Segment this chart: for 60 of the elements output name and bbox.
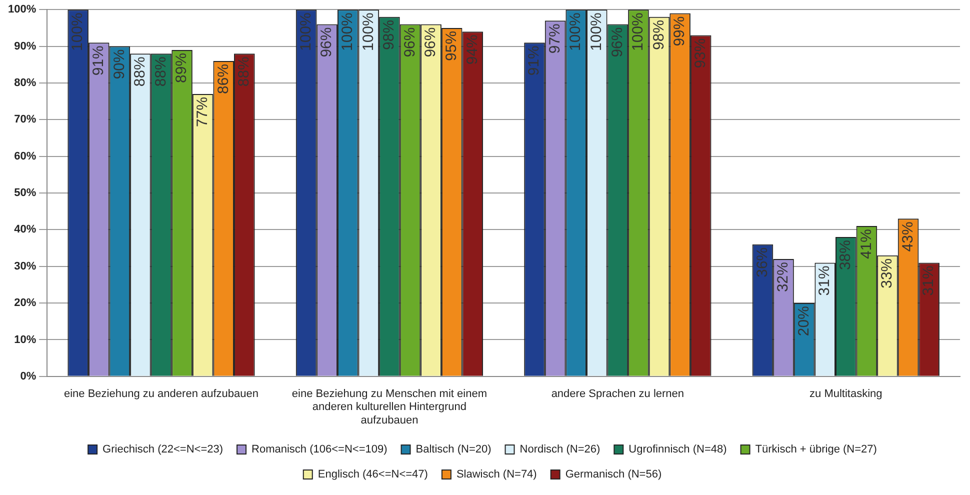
legend-label: Slawisch (N=74) [456, 468, 537, 481]
legend-label: Germanisch (N=56) [565, 468, 662, 481]
data-label: 43% [899, 222, 916, 252]
data-label: 20% [795, 306, 812, 336]
data-label: 31% [816, 266, 834, 296]
data-label: 93% [692, 38, 709, 68]
x-tick-label: eine Beziehung zu anderen aufzubauen [64, 388, 258, 400]
data-label: 90% [110, 49, 128, 80]
legend-label: Baltisch (N=20) [416, 444, 492, 456]
data-label: 99% [671, 16, 688, 46]
y-tick-label: 10% [14, 334, 36, 346]
y-tick-label: 70% [14, 114, 36, 126]
data-label: 98% [380, 20, 398, 50]
data-label: 100% [339, 12, 356, 51]
legend-label: Ugrofinnisch (N=48) [628, 444, 727, 456]
y-tick-label: 90% [14, 40, 36, 52]
data-label: 96% [401, 27, 418, 58]
data-label: 94% [464, 34, 481, 65]
data-label: 88% [132, 56, 149, 87]
data-label: 96% [318, 27, 336, 58]
data-label: 32% [774, 262, 792, 292]
data-label: 100% [588, 12, 606, 51]
y-tick-label: 50% [14, 187, 36, 200]
data-label: 95% [442, 30, 460, 61]
data-label: 91% [526, 46, 543, 76]
legend-label: Nordisch (N=26) [520, 444, 600, 456]
data-label: 98% [650, 20, 668, 50]
data-label: 89% [173, 52, 190, 83]
data-label: 88% [236, 56, 253, 87]
y-tick-label: 20% [14, 297, 36, 310]
data-label: 100% [630, 12, 647, 51]
y-tick-label: 100% [8, 4, 36, 16]
data-label: 33% [878, 258, 896, 288]
x-tick-label: eine Beziehung zu Menschen mit einem anderen kulturellen Hintergrund aufzubauen [292, 388, 487, 426]
data-label: 86% [214, 64, 232, 94]
data-label: 100% [69, 12, 86, 51]
data-label: 77% [194, 96, 211, 127]
data-label: 97% [546, 24, 564, 54]
data-label: 100% [567, 12, 584, 51]
y-tick-label: 0% [20, 370, 36, 382]
x-tick-label: zu Multitasking [810, 388, 882, 400]
data-label: 91% [90, 46, 108, 76]
data-label: 31% [920, 266, 938, 296]
x-tick-label: andere Sprachen zu lernen [551, 388, 684, 400]
data-label: 41% [858, 229, 875, 260]
data-label: 100% [297, 12, 314, 51]
legend-label: Romanisch (106<=N<=109) [252, 444, 388, 456]
legend-label: Griechisch (22<=N<=23) [102, 444, 224, 456]
y-tick-label: 80% [14, 76, 36, 89]
y-tick-label: 30% [14, 260, 36, 272]
data-label: 100% [360, 12, 377, 51]
data-label: 36% [754, 247, 771, 278]
data-label: 96% [608, 27, 626, 58]
data-label: 96% [422, 27, 440, 58]
data-label: 38% [837, 240, 854, 270]
y-tick-label: 40% [14, 224, 36, 236]
y-tick-label: 60% [14, 150, 36, 162]
legend-label: Englisch (46<=N<=47) [318, 468, 428, 481]
legend-label: Türkisch + übrige (N=27) [755, 444, 877, 456]
data-label: 88% [152, 56, 170, 87]
